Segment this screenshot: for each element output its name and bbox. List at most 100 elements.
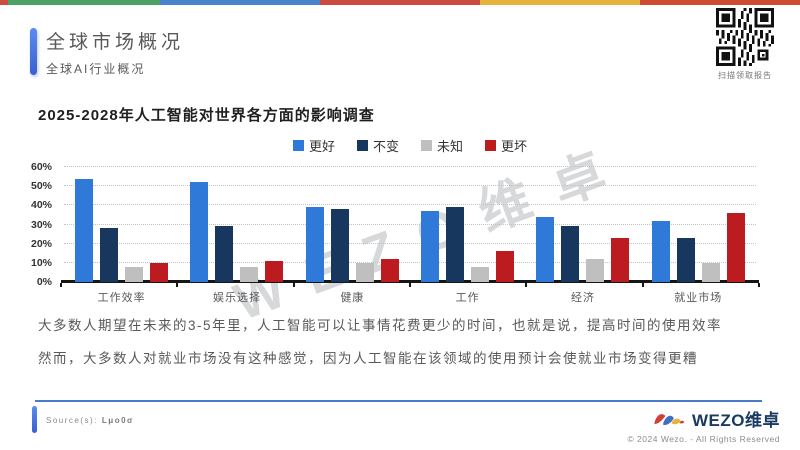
legend-item: 更坏 — [485, 136, 527, 155]
bar-不变 — [330, 209, 349, 282]
bar-更好 — [190, 182, 209, 282]
bar-group — [410, 167, 525, 282]
title-accent-bar — [30, 28, 37, 75]
chart-title: 2025-2028年人工智能对世界各方面的影响调查 — [38, 107, 375, 124]
summary-line-1: 大多数人期望在未来的3-5年里，人工智能可以让事情花费更少的时间，也就是说，提高… — [38, 318, 723, 333]
legend-label: 不变 — [372, 139, 399, 154]
y-axis-tick-label: 40% — [30, 199, 52, 212]
y-axis-labels: 0% 10% 20% 30% 40% 50% 60% — [14, 161, 58, 288]
legend-swatch — [292, 140, 304, 151]
axis-tick — [176, 283, 179, 287]
bar-未知 — [701, 262, 720, 282]
source-accent-bar — [32, 406, 37, 433]
bar-group — [179, 167, 294, 282]
legend-item: 不变 — [356, 136, 399, 155]
category-label: 工作 — [455, 292, 480, 304]
bar-不变 — [100, 228, 119, 282]
footer-divider — [35, 400, 762, 402]
bar-不变 — [561, 226, 580, 282]
page-title: 全球市场概况 — [46, 32, 185, 53]
brand-name: WEZO维卓 — [692, 411, 780, 430]
bar-更坏 — [726, 213, 745, 282]
axis-tick — [525, 283, 528, 287]
bar-更好 — [305, 207, 324, 282]
bar-group — [525, 167, 640, 282]
legend-item: 更好 — [292, 136, 335, 155]
bar-不变 — [676, 237, 695, 282]
y-axis-tick-label: 60% — [30, 161, 52, 173]
axis-tick — [292, 283, 295, 287]
bar-更好 — [75, 178, 94, 282]
x-axis-labels: 工作效率 娱乐选择 健康 工作 经济 就业市场 — [64, 289, 756, 305]
gridline — [64, 261, 756, 263]
legend-swatch — [356, 140, 368, 151]
category-label: 经济 — [570, 292, 595, 304]
qr-caption: 扫描领取报告 — [718, 71, 772, 80]
bar-group — [641, 167, 756, 282]
top-bar-segment — [640, 0, 800, 5]
top-bar-segment — [480, 0, 640, 5]
bar-未知 — [240, 266, 259, 282]
axis-tick — [641, 283, 644, 287]
bar-更坏 — [265, 260, 284, 282]
bar-不变 — [215, 226, 234, 282]
category-label: 娱乐选择 — [212, 292, 261, 304]
category-label: 工作效率 — [97, 292, 146, 304]
footer-brand: WEZO维卓 © 2024 Wezo. - All Rights Reserve… — [627, 406, 780, 444]
bar-groups — [64, 167, 756, 282]
bar-更好 — [651, 220, 670, 282]
bar-未知 — [125, 266, 144, 282]
bar-group — [64, 167, 179, 282]
bar-group — [295, 167, 410, 282]
top-color-bar — [0, 0, 800, 5]
legend-swatch — [485, 140, 497, 151]
legend-label: 更好 — [308, 139, 335, 154]
top-bar-segment — [320, 0, 480, 5]
y-axis-tick-label: 0% — [36, 276, 52, 288]
top-bar-segment — [8, 0, 160, 5]
axis-tick — [758, 283, 760, 287]
axis-tick — [409, 283, 411, 287]
legend-label: 未知 — [437, 139, 464, 154]
bar-更坏 — [380, 259, 399, 282]
qr-code: 扫描领取报告 — [712, 8, 778, 81]
chart-legend: 更好 不变 未知 更坏 — [64, 136, 756, 155]
bar-更好 — [536, 216, 555, 282]
source-label: Source(s): — [46, 416, 98, 425]
bar-更坏 — [150, 262, 169, 282]
y-axis-tick-label: 20% — [30, 237, 52, 250]
summary-line-2: 然而，大多数人对就业市场没有这种感觉，因为人工智能在该领域的使用预计会使就业市场… — [38, 351, 698, 366]
y-axis-tick-label: 30% — [30, 218, 52, 231]
category-label: 健康 — [340, 292, 365, 304]
gridline — [64, 185, 756, 187]
bar-未知 — [471, 266, 490, 282]
legend-label: 更坏 — [501, 139, 528, 154]
bar-更坏 — [496, 251, 515, 282]
top-bar-segment — [0, 0, 8, 5]
legend-swatch — [421, 140, 432, 151]
gridline — [64, 242, 756, 244]
y-axis-tick-label: 50% — [30, 180, 52, 193]
wezo-logo-icon — [654, 413, 685, 425]
x-axis-line — [60, 280, 760, 287]
page-subtitle: 全球AI行业概况 — [46, 62, 146, 76]
gridline — [64, 204, 756, 206]
category-label: 就业市场 — [674, 292, 723, 304]
top-bar-segment — [160, 0, 320, 5]
bar-未知 — [586, 259, 605, 282]
axis-tick — [60, 283, 62, 287]
plot-area — [64, 166, 756, 282]
bar-未知 — [355, 262, 374, 282]
summary-text: 大多数人期望在未来的3-5年里，人工智能可以让事情花费更少的时间，也就是说，提高… — [38, 316, 768, 382]
bar-不变 — [446, 207, 465, 282]
gridline — [64, 166, 756, 167]
qr-code-image — [716, 8, 774, 66]
bar-更坏 — [611, 237, 630, 282]
source-value: Lμo0σ — [101, 416, 134, 425]
bar-更好 — [421, 211, 440, 282]
gridline — [64, 223, 756, 225]
y-axis-tick-label: 10% — [30, 256, 52, 269]
source-note: Source(s): Lμo0σ — [46, 416, 134, 425]
copyright-text: © 2024 Wezo. - All Rights Reserved — [627, 434, 780, 444]
